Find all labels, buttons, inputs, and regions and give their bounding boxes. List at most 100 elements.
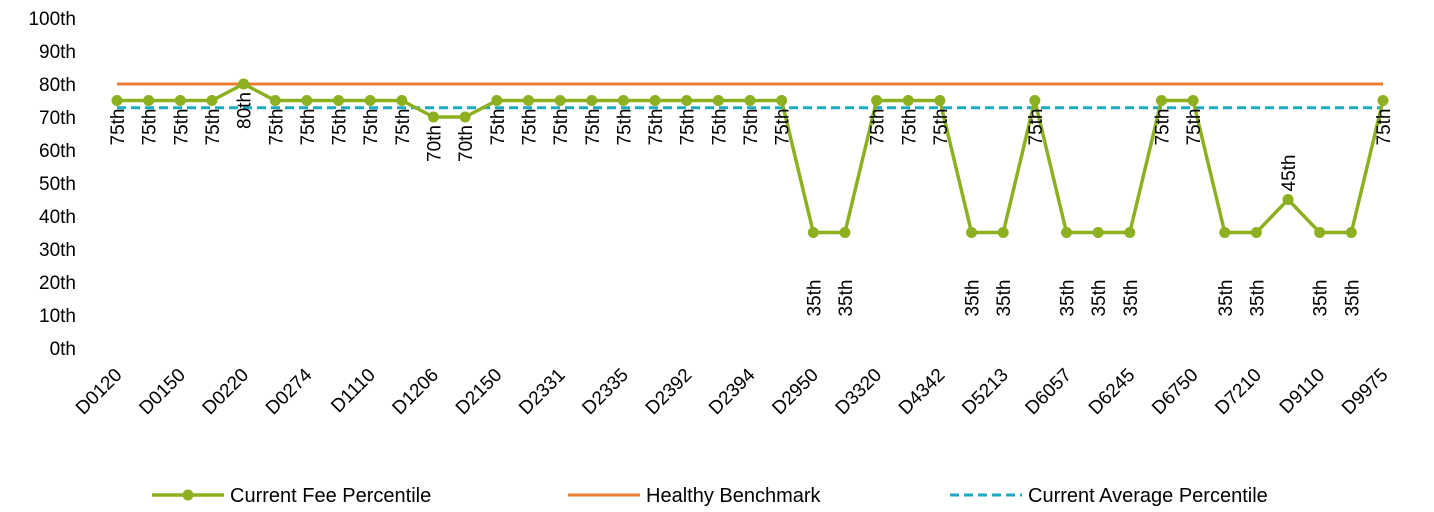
data-point xyxy=(206,95,218,106)
data-label: 75th xyxy=(1374,109,1395,146)
x-tick-label: D1110 xyxy=(327,365,379,417)
data-label: 75th xyxy=(330,109,351,146)
data-label: 35th xyxy=(1311,280,1332,317)
data-point xyxy=(364,95,376,106)
x-tick-label: D7210 xyxy=(1211,365,1265,419)
data-label: 70th xyxy=(425,125,446,162)
data-point xyxy=(966,227,978,238)
data-label: 75th xyxy=(931,109,952,146)
y-tick-label: 20th xyxy=(39,273,76,294)
data-label: 35th xyxy=(1342,280,1363,317)
data-point xyxy=(1345,227,1357,238)
data-label: 70th xyxy=(456,125,477,162)
data-point xyxy=(143,95,155,106)
data-point xyxy=(1124,227,1136,238)
x-tick-label: D5213 xyxy=(958,365,1012,419)
x-tick-label: D6245 xyxy=(1085,365,1139,419)
data-point xyxy=(522,95,534,106)
data-label: 75th xyxy=(140,109,161,146)
data-point xyxy=(712,95,724,106)
legend-marker-current-fee xyxy=(182,489,194,501)
data-label: 75th xyxy=(583,109,604,146)
data-label: 75th xyxy=(868,109,889,146)
data-label: 75th xyxy=(614,109,635,146)
data-point xyxy=(491,95,503,106)
y-tick-label: 90th xyxy=(39,42,76,63)
data-label: 35th xyxy=(836,280,857,317)
legend: Current Fee Percentile Healthy Benchmark C… xyxy=(152,485,1268,507)
x-tick-label: D3320 xyxy=(832,365,886,419)
data-point xyxy=(934,95,946,106)
data-point xyxy=(1250,227,1262,238)
data-label: 75th xyxy=(203,109,224,146)
data-point xyxy=(1029,95,1041,106)
data-point xyxy=(1155,95,1167,106)
x-axis: D0120 D0150 D0220 D0274 D1110 D1206 D2150 D2331… xyxy=(72,364,1392,419)
data-point xyxy=(1314,227,1326,238)
data-label: 45th xyxy=(1279,155,1300,192)
data-label: 35th xyxy=(963,280,984,317)
y-tick-label: 80th xyxy=(39,75,76,96)
data-point xyxy=(238,78,250,90)
data-label: 35th xyxy=(1089,280,1110,317)
x-tick-label: D2392 xyxy=(642,365,696,419)
x-tick-label: D0274 xyxy=(262,364,317,419)
data-label: 35th xyxy=(1216,280,1237,317)
data-point xyxy=(839,227,851,238)
data-label: 75th xyxy=(1152,109,1173,146)
data-point xyxy=(1377,95,1389,106)
data-point xyxy=(459,111,471,123)
data-point xyxy=(1092,227,1104,238)
y-tick-label: 100th xyxy=(28,9,76,30)
data-label: 35th xyxy=(1058,280,1079,317)
data-point xyxy=(902,95,914,106)
x-tick-label: D6057 xyxy=(1022,365,1076,419)
x-tick-label: D0150 xyxy=(135,365,189,419)
data-point xyxy=(649,95,661,106)
data-point xyxy=(396,95,408,106)
data-label: 75th xyxy=(171,109,192,146)
data-point xyxy=(807,227,819,238)
data-label: 75th xyxy=(361,109,382,146)
data-label: 75th xyxy=(1026,109,1047,146)
data-label: 35th xyxy=(804,280,825,317)
data-label: 75th xyxy=(1184,109,1205,146)
data-point xyxy=(776,95,788,106)
data-point xyxy=(586,95,598,106)
data-label: 75th xyxy=(488,109,509,146)
x-tick-label: D0120 xyxy=(72,365,126,419)
data-label: 75th xyxy=(709,109,730,146)
data-label: 75th xyxy=(646,109,667,146)
data-point xyxy=(269,95,281,106)
x-tick-label: D2150 xyxy=(452,365,506,419)
data-label: 75th xyxy=(393,109,414,146)
data-label: 75th xyxy=(773,109,794,146)
data-label: 75th xyxy=(741,109,762,146)
data-point xyxy=(301,95,313,106)
data-label: 75th xyxy=(266,109,287,146)
legend-label-current-fee: Current Fee Percentile xyxy=(230,485,431,507)
data-point xyxy=(1061,227,1072,238)
data-point xyxy=(617,95,629,106)
data-point xyxy=(428,111,439,123)
data-label: 75th xyxy=(899,109,920,146)
y-axis: 0th 10th 20th 30th 40th 50th 60th 70th 80th 90th 1… xyxy=(28,9,76,360)
data-label: 35th xyxy=(1121,280,1142,317)
data-point xyxy=(681,95,693,106)
data-point xyxy=(174,95,186,106)
legend-label-healthy-benchmark: Healthy Benchmark xyxy=(646,485,822,507)
data-point xyxy=(997,227,1009,238)
x-tick-label: D9975 xyxy=(1338,365,1392,419)
data-point xyxy=(1187,95,1199,106)
data-point xyxy=(333,95,345,106)
data-label: 75th xyxy=(678,109,699,146)
y-tick-label: 40th xyxy=(39,207,76,228)
data-label: 75th xyxy=(108,109,129,146)
data-label: 75th xyxy=(519,109,540,146)
data-label: 75th xyxy=(298,109,319,146)
data-label: 35th xyxy=(1247,280,1268,317)
x-tick-label: D2950 xyxy=(768,365,822,419)
x-tick-label: D2335 xyxy=(578,365,632,419)
y-tick-label: 0th xyxy=(50,339,76,360)
